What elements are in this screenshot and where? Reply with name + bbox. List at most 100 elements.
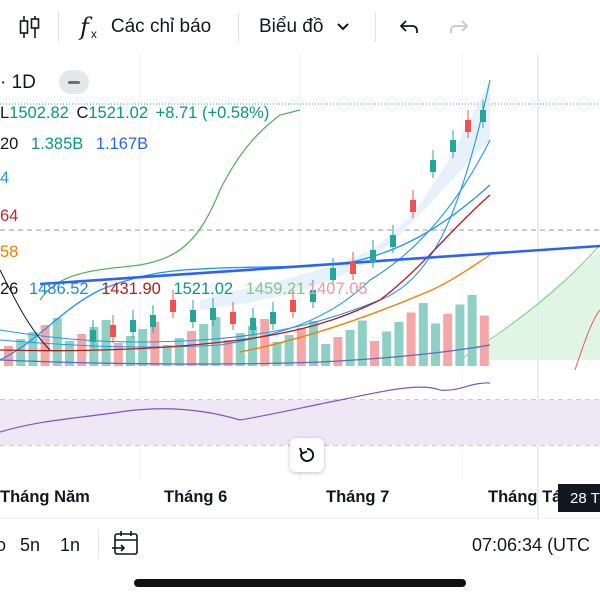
- volume-bar: [65, 341, 74, 366]
- chart-pane[interactable]: [0, 54, 600, 518]
- collapse-legend-button[interactable]: [59, 70, 89, 94]
- toolbar-divider: [58, 12, 59, 42]
- cloud-area: [480, 250, 600, 360]
- volume-bar: [260, 319, 270, 366]
- chart-type-button[interactable]: Biểu đồ: [259, 10, 351, 44]
- ma-value-3: 1521.02: [173, 280, 234, 298]
- x-axis-label-may: Tháng Năm: [0, 488, 90, 506]
- indicators-button[interactable]: f x Các chỉ báo: [80, 10, 211, 44]
- candle-body: [450, 140, 456, 152]
- ma-line-indigo: [0, 344, 491, 365]
- range-option-1d[interactable]: 1n: [60, 535, 81, 555]
- ma-value-5: 1407.05: [307, 280, 368, 298]
- candlestick-icon[interactable]: [14, 12, 44, 42]
- candle-body: [465, 120, 471, 132]
- trendline: [39, 244, 600, 286]
- volume-bar: [418, 303, 428, 366]
- volume-bar: [16, 339, 26, 366]
- volume-bar: [126, 336, 135, 366]
- toolbar-divider: [375, 12, 376, 42]
- volume-value-1: 1.385B: [30, 135, 84, 153]
- top-toolbar: f x Các chỉ báo Biểu đồ: [0, 0, 600, 54]
- ma-row-3: 58: [0, 243, 19, 261]
- volume-bar: [28, 332, 38, 366]
- ma-line-green: [39, 109, 301, 301]
- volume-bar: [321, 344, 331, 366]
- candle-body: [190, 310, 196, 322]
- toolbar-divider: [238, 12, 239, 42]
- volume-bar: [248, 326, 257, 366]
- volume-bar: [309, 321, 318, 366]
- bottom-divider: [98, 529, 99, 559]
- volume-bar: [296, 328, 306, 366]
- undo-icon[interactable]: [394, 12, 424, 42]
- volume-bar: [443, 314, 453, 366]
- refresh-icon: [299, 447, 315, 462]
- volume-bar: [467, 295, 477, 366]
- rsi-line: [0, 382, 491, 433]
- candle-body: [410, 200, 416, 212]
- volume-bar: [89, 327, 99, 366]
- volume-bar: [211, 317, 221, 366]
- volume-bar: [113, 343, 123, 366]
- goto-date-icon[interactable]: [112, 529, 142, 564]
- rsi-band: [0, 400, 600, 445]
- low-value: 1502.82: [9, 104, 69, 122]
- candle-body: [170, 300, 176, 312]
- volume-bar: [187, 331, 196, 366]
- x-axis-label-july: Tháng 7: [326, 488, 390, 506]
- volume-row: 20 1.385B 1.167B: [0, 135, 148, 154]
- candle-body: [150, 315, 156, 327]
- reset-chart-button[interactable]: [290, 438, 324, 472]
- redo-icon[interactable]: [444, 12, 474, 42]
- ma-row-4-prefix: 26: [0, 280, 19, 298]
- volume-value-2: 1.167B: [95, 135, 149, 153]
- candle-body: [230, 312, 236, 324]
- ma-row-1: 4: [0, 169, 10, 187]
- candle-body: [130, 320, 136, 332]
- low-prefix: L: [0, 104, 10, 122]
- volume-bar: [162, 345, 172, 366]
- volume-bar: [333, 337, 343, 366]
- candle-body: [350, 262, 356, 274]
- price-chart[interactable]: [0, 54, 600, 518]
- candle-body: [210, 308, 216, 320]
- clock-timezone[interactable]: 07:06:34 (UTC: [472, 535, 591, 555]
- candle-body: [90, 330, 96, 342]
- volume-prefix: 20: [0, 135, 19, 153]
- volume-bar: [394, 322, 404, 366]
- candle-body: [250, 318, 256, 330]
- volume-bar: [406, 312, 416, 366]
- volume-bar: [455, 304, 465, 366]
- close-prefix: C: [76, 104, 89, 122]
- chevron-down-icon: [337, 23, 350, 31]
- home-indicator: [134, 579, 466, 587]
- function-sub-icon: x: [90, 27, 97, 41]
- ma-line-red: [0, 194, 491, 352]
- volume-bar: [357, 320, 367, 366]
- candle-body: [330, 268, 336, 280]
- minus-icon: [68, 80, 80, 84]
- ma-value-1: 1486.52: [28, 280, 89, 298]
- bottom-bar: o 5n 1n 07:06:34 (UTC: [0, 518, 600, 571]
- interval-label: · 1D: [0, 72, 36, 93]
- volume-bar: [174, 338, 184, 366]
- candle-body: [110, 325, 116, 337]
- time-badge: 28 T: [558, 484, 600, 512]
- volume-bar: [199, 324, 209, 366]
- candle-body: [270, 312, 276, 324]
- ma-row-4: 26 1486.52 1431.90 1521.02 1459.21 1407.…: [0, 280, 368, 299]
- candle-body: [430, 160, 436, 172]
- volume-bar: [52, 318, 62, 366]
- x-axis-label-june: Tháng 6: [164, 488, 228, 506]
- ma-line-black: [0, 269, 51, 351]
- range-option-1[interactable]: o: [0, 535, 7, 555]
- candle-body: [480, 110, 486, 122]
- chart-type-label: Biểu đồ: [259, 16, 324, 37]
- range-option-5d[interactable]: 5n: [20, 535, 41, 555]
- volume-bar: [223, 340, 233, 366]
- candle-body: [310, 290, 316, 302]
- volume-bar: [101, 320, 111, 366]
- ma-value-2: 1431.90: [101, 280, 161, 298]
- indicators-label: Các chỉ báo: [110, 16, 212, 37]
